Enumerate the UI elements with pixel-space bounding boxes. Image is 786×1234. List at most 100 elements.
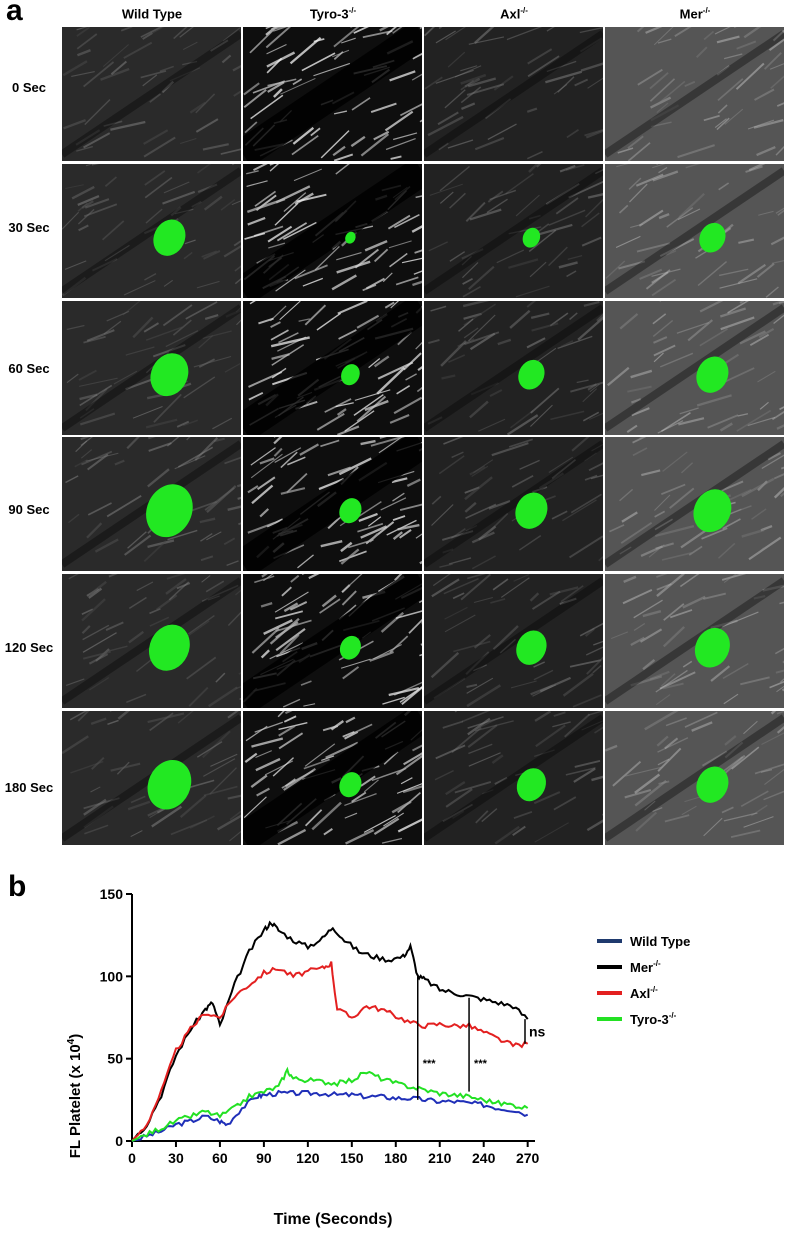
tissue-texture (605, 711, 784, 842)
significance-label: *** (423, 1058, 437, 1070)
platelet-thrombus (150, 352, 189, 396)
microscopy-tile-tyro3-0 (243, 27, 422, 161)
microscopy-tile-wild-type-1 (62, 163, 241, 298)
x-tick-label: 240 (472, 1150, 496, 1166)
x-axis-label: Time (Seconds) (274, 1211, 393, 1228)
x-tick-label: 210 (428, 1150, 452, 1166)
series-line-tyro3 (131, 1066, 529, 1142)
tissue-texture (605, 437, 784, 569)
y-tick-label: 150 (100, 886, 124, 902)
platelet-thrombus (522, 227, 541, 248)
tissue-texture (62, 711, 241, 842)
platelet-thrombus (699, 222, 726, 253)
x-tick-label: 120 (296, 1150, 320, 1166)
platelet-thrombus (518, 359, 545, 390)
series-line-mer (131, 920, 529, 1142)
platelet-thrombus (146, 484, 193, 538)
legend-label-wild-type: Wild Type (630, 934, 690, 949)
legend-swatch-tyro3 (597, 1017, 622, 1021)
series-line-wild-type (131, 1089, 529, 1142)
legend-item-axl: Axl-/- (597, 985, 658, 1001)
platelet-thrombus (516, 768, 546, 802)
legend-item-mer: Mer-/- (597, 959, 661, 975)
tissue-texture (62, 27, 241, 158)
row-label-0: 0 Sec (12, 80, 46, 95)
column-header-sup: -/- (702, 6, 711, 15)
x-tick-label: 90 (256, 1150, 272, 1166)
row-label-3: 90 Sec (8, 502, 50, 517)
y-axis-label-sup: 4 (66, 1038, 77, 1044)
platelet-thrombus (516, 630, 547, 666)
tissue-texture (605, 27, 784, 161)
legend-item-tyro3: Tyro-3-/- (597, 1011, 677, 1027)
platelet-thrombus (341, 363, 360, 385)
tissue-texture (424, 574, 603, 708)
tissue-texture (62, 163, 241, 296)
microscopy-tile-wild-type-3 (62, 437, 241, 572)
panel-b-letter: b (8, 870, 26, 903)
significance-label: *** (474, 1058, 488, 1070)
column-header-wild-type: Wild Type (62, 6, 242, 21)
tissue-texture (424, 437, 603, 570)
tissue-texture (424, 300, 603, 435)
platelet-thrombus (339, 498, 362, 524)
microscopy-tile-mer-0 (605, 27, 784, 161)
column-header-label: Tyro-3 (309, 6, 349, 22)
tissue-texture (605, 163, 784, 298)
platelet-thrombus (696, 356, 729, 393)
column-header-sup: -/- (348, 6, 357, 15)
x-tick-label: 180 (384, 1150, 408, 1166)
microscopy-tile-wild-type-2 (62, 300, 241, 435)
chart-legend: Wild Type Mer-/- Axl-/- Tyro-3-/- (597, 934, 690, 1027)
microscopy-tile-tyro3-2 (243, 300, 422, 435)
tissue-texture (243, 711, 422, 845)
y-axis-label-end: ) (67, 1034, 84, 1039)
microscopy-image-grid (62, 27, 786, 845)
legend-swatch-mer (597, 965, 622, 969)
tissue-texture (424, 27, 603, 160)
tissue-texture (243, 574, 422, 709)
microscopy-tile-tyro3-4 (243, 574, 422, 709)
microscopy-tile-mer-3 (605, 437, 784, 572)
platelet-thrombus (693, 489, 732, 533)
legend-label-sup: -/- (669, 1011, 677, 1020)
platelet-thrombus (694, 628, 730, 668)
microscopy-tile-mer-5 (605, 711, 784, 845)
microscopy-tile-axl-1 (424, 163, 603, 298)
microscopy-tile-axl-2 (424, 300, 603, 435)
legend-label-text: Wild Type (630, 934, 690, 949)
row-label-2: 60 Sec (8, 361, 50, 376)
column-header-mer: Mer-/- (605, 6, 785, 21)
legend-label-mer: Mer-/- (630, 959, 661, 975)
x-tick-label: 270 (516, 1150, 540, 1166)
panel-a-letter: a (6, 0, 23, 27)
y-tick-label: 0 (115, 1133, 123, 1149)
platelet-thrombus (153, 219, 186, 256)
tissue-texture (243, 163, 422, 298)
tissue-texture (605, 574, 784, 706)
row-label-4: 120 Sec (4, 640, 54, 655)
series-line-axl (131, 961, 529, 1142)
tissue-texture (424, 163, 603, 298)
legend-label-text: Axl (630, 986, 650, 1001)
tissue-texture (243, 300, 422, 435)
y-tick-label: 100 (100, 968, 124, 984)
row-label-1: 30 Sec (8, 220, 50, 235)
column-header-tyro3: Tyro-3-/- (243, 6, 423, 21)
column-header-label: Mer (679, 6, 703, 22)
microscopy-tile-tyro3-3 (243, 437, 422, 572)
microscopy-tile-tyro3-5 (243, 711, 422, 845)
x-tick-label: 150 (340, 1150, 364, 1166)
tissue-texture (62, 437, 241, 569)
tissue-texture (605, 300, 784, 434)
column-header-label: Axl (500, 6, 521, 22)
significance-label: ns (529, 1023, 546, 1039)
platelet-thrombus (148, 624, 190, 671)
x-tick-label: 0 (128, 1150, 136, 1166)
microscopy-tile-axl-3 (424, 437, 603, 572)
column-header-label: Wild Type (121, 6, 183, 22)
microscopy-tile-mer-2 (605, 300, 784, 435)
legend-swatch-wild-type (597, 939, 622, 943)
legend-swatch-axl (597, 991, 622, 995)
y-tick-label: 50 (107, 1051, 123, 1067)
